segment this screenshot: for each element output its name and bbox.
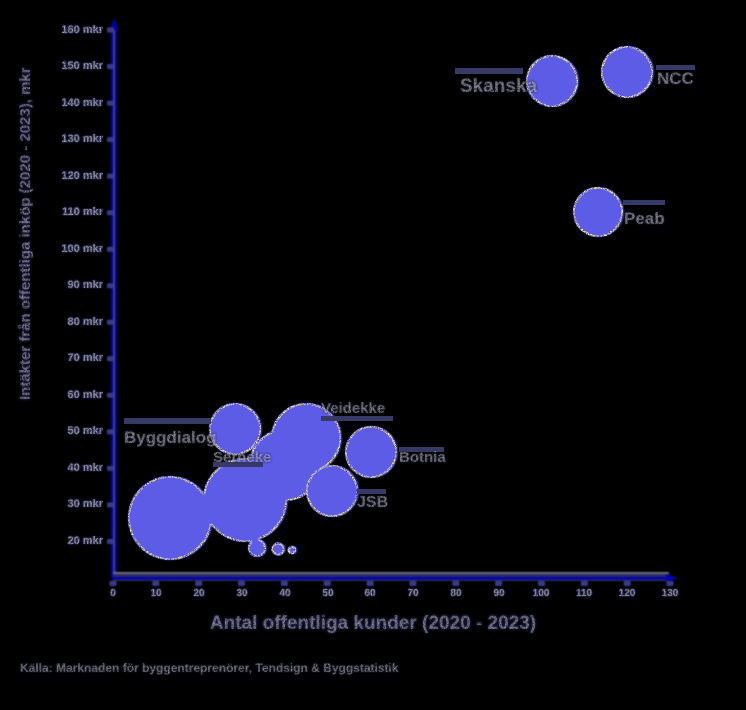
svg-text:140 mkr: 140 mkr — [61, 97, 103, 109]
svg-text:30 mkr: 30 mkr — [68, 498, 104, 510]
svg-text:Skanska: Skanska — [460, 76, 538, 97]
svg-text:Veidekke: Veidekke — [321, 400, 385, 417]
svg-text:100: 100 — [533, 588, 550, 599]
svg-text:110: 110 — [576, 588, 593, 599]
svg-text:Peab: Peab — [624, 209, 665, 228]
svg-text:130: 130 — [662, 588, 679, 599]
svg-text:120: 120 — [619, 588, 636, 599]
svg-text:130 mkr: 130 mkr — [61, 133, 103, 145]
svg-text:Byggdialog: Byggdialog — [124, 428, 217, 447]
svg-text:0: 0 — [110, 588, 116, 599]
svg-text:80: 80 — [450, 588, 462, 599]
svg-text:10: 10 — [150, 588, 162, 599]
svg-text:Botnia: Botnia — [399, 449, 446, 466]
svg-text:160 mkr: 160 mkr — [61, 24, 103, 36]
svg-text:150 mkr: 150 mkr — [61, 60, 103, 72]
svg-text:40: 40 — [279, 588, 291, 599]
svg-text:Serneke: Serneke — [213, 449, 271, 466]
svg-text:90: 90 — [493, 588, 505, 599]
svg-text:20: 20 — [193, 588, 205, 599]
svg-text:70 mkr: 70 mkr — [68, 352, 104, 364]
svg-text:Intäkter från offentliga inköp: Intäkter från offentliga inköp (2020 - 2… — [17, 67, 34, 400]
svg-text:60 mkr: 60 mkr — [68, 389, 104, 401]
svg-text:50: 50 — [322, 588, 334, 599]
svg-text:50 mkr: 50 mkr — [68, 425, 104, 437]
svg-text:40 mkr: 40 mkr — [68, 462, 104, 474]
svg-text:110 mkr: 110 mkr — [62, 206, 104, 218]
svg-text:90 mkr: 90 mkr — [68, 279, 104, 291]
svg-text:Antal offentliga kunder (2020: Antal offentliga kunder (2020 - 2023) — [210, 613, 536, 634]
svg-text:JSB: JSB — [357, 494, 388, 511]
svg-text:70: 70 — [407, 588, 419, 599]
svg-text:30: 30 — [236, 588, 248, 599]
svg-text:NCC: NCC — [657, 69, 694, 88]
svg-text:100 mkr: 100 mkr — [61, 243, 103, 255]
svg-text:20 mkr: 20 mkr — [68, 535, 104, 547]
svg-text:120 mkr: 120 mkr — [61, 170, 103, 182]
svg-text:Källa: Marknaden för byggentre: Källa: Marknaden för byggentreprenörer, … — [20, 661, 399, 675]
svg-text:60: 60 — [364, 588, 376, 599]
svg-text:80 mkr: 80 mkr — [68, 316, 104, 328]
